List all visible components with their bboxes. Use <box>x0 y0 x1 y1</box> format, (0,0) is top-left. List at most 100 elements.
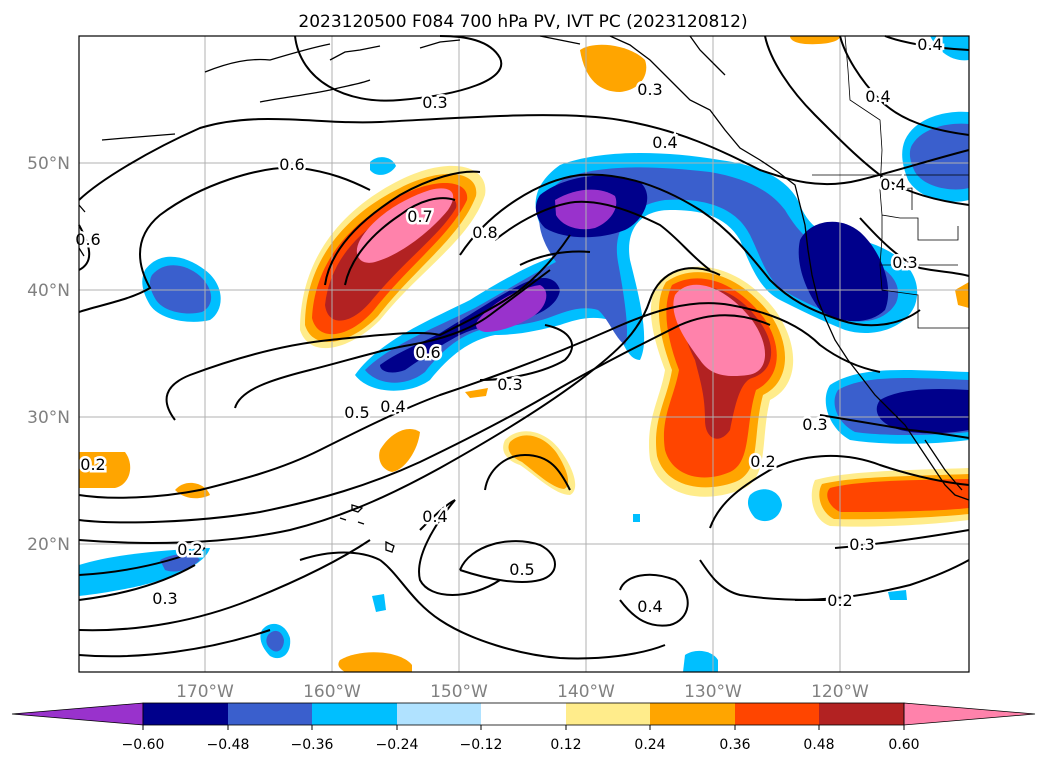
contour-line <box>78 302 881 499</box>
kuril-islands <box>78 204 86 257</box>
colorbar-tick-label: −0.60 <box>122 737 165 753</box>
contour-label: 0.4 <box>880 175 905 194</box>
contour-line <box>484 453 571 491</box>
political-borders <box>812 35 969 329</box>
pv-positive-region <box>580 44 647 92</box>
colorbar-ticks <box>142 725 905 730</box>
lat-label: 30°N <box>27 408 70 428</box>
lat-label: 40°N <box>27 281 70 301</box>
contour-line <box>234 269 551 409</box>
pv-negative-region <box>876 389 969 434</box>
colorbar-swatch <box>397 703 481 725</box>
contour-line <box>78 539 371 632</box>
colorbar-tick-label: −0.48 <box>207 737 250 753</box>
colorbar-swatch <box>143 703 228 725</box>
colorbar-extend-min <box>11 702 144 726</box>
contour-line <box>294 35 503 102</box>
contour-line <box>519 250 591 266</box>
contour-label: 0.2 <box>827 591 852 610</box>
colorbar-tick-label: −0.24 <box>376 737 419 753</box>
contour-label: 0.3 <box>802 415 827 434</box>
pv-positive-region <box>465 388 488 398</box>
colorbar-swatch <box>228 703 312 725</box>
contour-label: 0.4 <box>422 507 447 526</box>
contour-line <box>859 217 970 277</box>
colorbar-extend-max <box>903 702 1036 726</box>
lon-label: 140°W <box>557 682 615 702</box>
contour-label: 0.2 <box>750 452 775 471</box>
contour-line <box>709 455 970 529</box>
contour-line <box>299 551 666 660</box>
contour-line <box>619 573 689 627</box>
pv-negative-region <box>633 514 640 522</box>
contour-label: 0.3 <box>152 589 177 608</box>
contour-label: 0.3 <box>497 375 522 394</box>
colorbar-tick-label: 0.60 <box>888 737 919 753</box>
contour-label: 0.5 <box>509 560 534 579</box>
contour-line <box>78 114 970 201</box>
north-america-west-coast <box>799 204 970 501</box>
pv-positive-region <box>790 36 840 45</box>
pv-positive-region <box>356 188 454 263</box>
contour-label: 0.5 <box>344 403 369 422</box>
colorbar-swatch <box>735 703 819 725</box>
lon-label: 120°W <box>811 682 869 702</box>
contour-label: 0.4 <box>637 597 662 616</box>
contour-line <box>839 35 970 136</box>
contour-line <box>78 224 91 271</box>
baja-california <box>924 439 963 491</box>
contour-line <box>819 414 970 439</box>
colorbar-tick-label: 0.24 <box>634 737 665 753</box>
pv-negative-region <box>683 650 718 672</box>
colorbar-tick-label: −0.36 <box>291 737 334 753</box>
contour-line <box>479 324 574 381</box>
contour-label: 0.6 <box>75 230 100 249</box>
map-gridlines <box>79 36 969 672</box>
contour-label: 0.7 <box>407 207 432 226</box>
contour-line <box>764 35 970 206</box>
colorbar-swatch <box>481 703 566 725</box>
contour-line <box>78 314 771 524</box>
lon-label: 170°W <box>176 682 234 702</box>
colorbar-tick-label: −0.12 <box>460 737 503 753</box>
colorbar-tick-label: 0.48 <box>803 737 834 753</box>
map-background <box>79 36 969 672</box>
alaska-coast <box>101 35 801 206</box>
contour-label: 0.3 <box>637 80 662 99</box>
colorbar-frame <box>142 702 905 726</box>
pv-negative-region <box>372 594 386 612</box>
contour-line <box>834 529 970 549</box>
contour-label: 0.6 <box>279 155 304 174</box>
contour-line <box>78 564 196 601</box>
contour-line <box>494 200 711 271</box>
contour-label: 0.3 <box>892 253 917 272</box>
pv-positive-region <box>338 652 412 672</box>
contour-line <box>324 170 481 286</box>
pv-positive-region <box>673 284 766 377</box>
contour-label: 0.4 <box>917 35 942 54</box>
map-frame <box>78 35 970 673</box>
contour-label: 0.4 <box>380 397 405 416</box>
pv-negative-region <box>888 590 907 600</box>
contour-label: 0.3 <box>422 93 447 112</box>
pv-negative-region <box>266 630 284 652</box>
figure-title: 2023120500 F084 700 hPa PV, IVT PC (2023… <box>298 12 747 32</box>
contour-label: 0.4 <box>652 133 677 152</box>
pv-positive-region <box>955 282 969 308</box>
state-borders <box>844 35 969 329</box>
pv-positive-region <box>79 452 131 488</box>
colorbar-tick-label: 0.36 <box>719 737 750 753</box>
contour-line <box>78 166 371 313</box>
pv-positive-region <box>827 479 969 512</box>
pv-negative-region <box>909 123 969 190</box>
contour-label-group: 0.3 0.3 0.4 0.4 0.4 0.6 0.6 0.7 0.8 0.6 … <box>73 33 945 619</box>
contour-line <box>418 499 556 596</box>
colorbar-swatch <box>566 703 650 725</box>
lon-label: 150°W <box>430 682 488 702</box>
ivt-contours <box>78 35 970 660</box>
lat-label: 20°N <box>27 535 70 555</box>
pv-negative-region <box>798 221 889 322</box>
lat-label: 50°N <box>27 154 70 174</box>
contour-label: 0.8 <box>472 223 497 242</box>
